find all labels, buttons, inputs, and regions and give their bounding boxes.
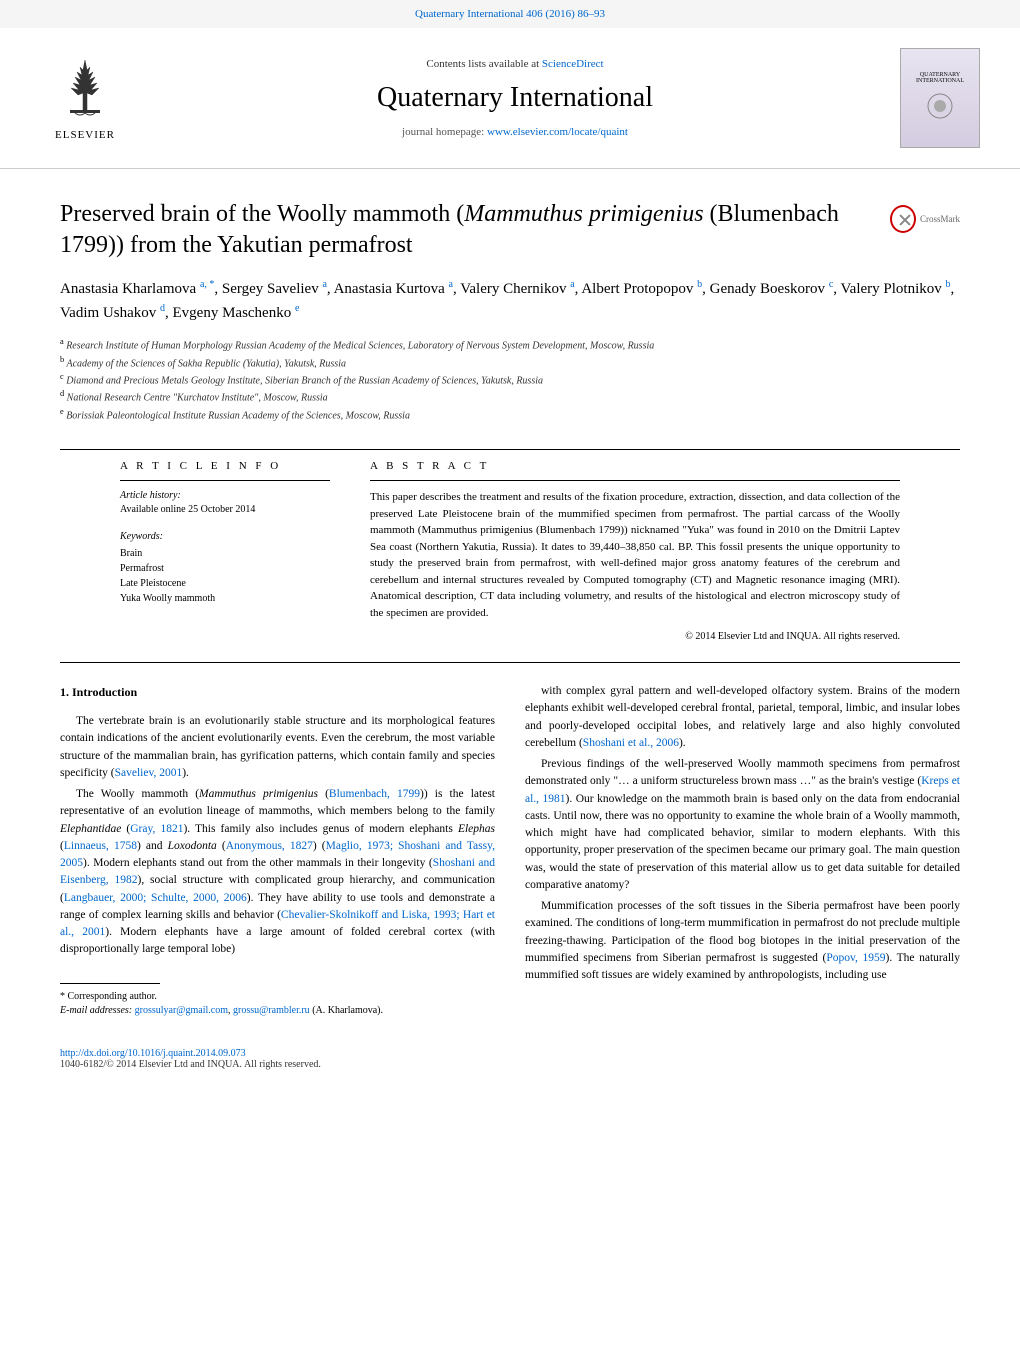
article-info-heading: A R T I C L E I N F O <box>120 460 330 472</box>
introduction-heading: 1. Introduction <box>60 683 495 701</box>
issn-copyright: 1040-6182/© 2014 Elsevier Ltd and INQUA.… <box>60 1059 321 1070</box>
abstract-heading: A B S T R A C T <box>370 460 900 472</box>
crossmark-icon <box>890 205 916 233</box>
citation-header: Quaternary International 406 (2016) 86–9… <box>0 0 1020 28</box>
keyword-item: Brain <box>120 546 330 561</box>
email1-link[interactable]: grossulyar@gmail.com <box>135 1005 228 1016</box>
body-paragraph: Mummification processes of the soft tiss… <box>525 898 960 984</box>
corr-label: * Corresponding author. <box>60 991 157 1002</box>
body-paragraph: Previous findings of the well-preserved … <box>525 756 960 894</box>
email-label: E-mail addresses: <box>60 1005 135 1016</box>
title-species: Mammuthus primigenius <box>464 201 703 227</box>
keywords-list: BrainPermafrostLate PleistoceneYuka Wool… <box>120 546 330 606</box>
publisher-name: ELSEVIER <box>55 129 115 141</box>
homepage-link[interactable]: www.elsevier.com/locate/quaint <box>487 126 628 138</box>
history-text: Available online 25 October 2014 <box>120 504 255 515</box>
affiliation-item: b Academy of the Sciences of Sakha Repub… <box>60 354 960 371</box>
abstract-copyright: © 2014 Elsevier Ltd and INQUA. All right… <box>370 631 900 642</box>
info-abstract-row: A R T I C L E I N F O Article history: A… <box>60 449 960 662</box>
corresponding-author-footnote: * Corresponding author. E-mail addresses… <box>60 990 495 1018</box>
affiliation-item: a Research Institute of Human Morphology… <box>60 336 960 353</box>
journal-cover-thumbnail: QUATERNARYINTERNATIONAL <box>900 48 980 148</box>
contents-label: Contents lists available at <box>426 58 541 70</box>
article-history: Article history: Available online 25 Oct… <box>120 489 330 517</box>
article-header: Preserved brain of the Woolly mammoth (M… <box>0 169 1020 433</box>
history-label: Article history: <box>120 490 181 501</box>
article-title: Preserved brain of the Woolly mammoth (M… <box>60 199 870 261</box>
sciencedirect-link[interactable]: ScienceDirect <box>542 58 604 70</box>
abstract-column: A B S T R A C T This paper describes the… <box>370 460 900 642</box>
left-column: 1. Introduction The vertebrate brain is … <box>60 683 495 1018</box>
keywords-heading: Keywords: <box>120 531 330 542</box>
journal-title: Quaternary International <box>150 82 880 114</box>
email2-link[interactable]: grossu@rambler.ru <box>233 1005 310 1016</box>
affiliations-list: a Research Institute of Human Morphology… <box>60 336 960 423</box>
masthead-center: Contents lists available at ScienceDirec… <box>130 58 900 138</box>
crossmark-badge[interactable]: CrossMark <box>890 199 960 239</box>
publisher-logo: ELSEVIER <box>40 48 130 148</box>
body-content: 1. Introduction The vertebrate brain is … <box>0 663 1020 1038</box>
affiliation-item: c Diamond and Precious Metals Geology In… <box>60 371 960 388</box>
masthead: ELSEVIER Contents lists available at Sci… <box>0 28 1020 169</box>
homepage-line: journal homepage: www.elsevier.com/locat… <box>150 126 880 138</box>
affiliation-item: d National Research Centre "Kurchatov In… <box>60 388 960 405</box>
doi-link[interactable]: http://dx.doi.org/10.1016/j.quaint.2014.… <box>60 1048 246 1059</box>
keyword-item: Permafrost <box>120 561 330 576</box>
body-paragraph: The Woolly mammoth (Mammuthus primigeniu… <box>60 786 495 959</box>
right-column: with complex gyral pattern and well-deve… <box>525 683 960 1018</box>
body-paragraph: with complex gyral pattern and well-deve… <box>525 683 960 752</box>
contents-line: Contents lists available at ScienceDirec… <box>150 58 880 70</box>
citation-link[interactable]: Quaternary International 406 (2016) 86–9… <box>415 8 605 20</box>
keyword-item: Yuka Woolly mammoth <box>120 591 330 606</box>
title-pre: Preserved brain of the Woolly mammoth ( <box>60 201 464 227</box>
affiliation-item: e Borissiak Paleontological Institute Ru… <box>60 406 960 423</box>
crossmark-label: CrossMark <box>920 214 960 224</box>
authors-list: Anastasia Kharlamova a, *, Sergey Saveli… <box>60 277 960 324</box>
homepage-label: journal homepage: <box>402 126 487 138</box>
email-suffix: (A. Kharlamova). <box>310 1005 383 1016</box>
elsevier-tree-icon <box>55 55 115 125</box>
page-footer: http://dx.doi.org/10.1016/j.quaint.2014.… <box>0 1038 1020 1090</box>
article-info-column: A R T I C L E I N F O Article history: A… <box>120 460 330 642</box>
keyword-item: Late Pleistocene <box>120 576 330 591</box>
body-paragraph: The vertebrate brain is an evolutionaril… <box>60 713 495 782</box>
abstract-text: This paper describes the treatment and r… <box>370 489 900 621</box>
footnote-separator <box>60 983 160 984</box>
